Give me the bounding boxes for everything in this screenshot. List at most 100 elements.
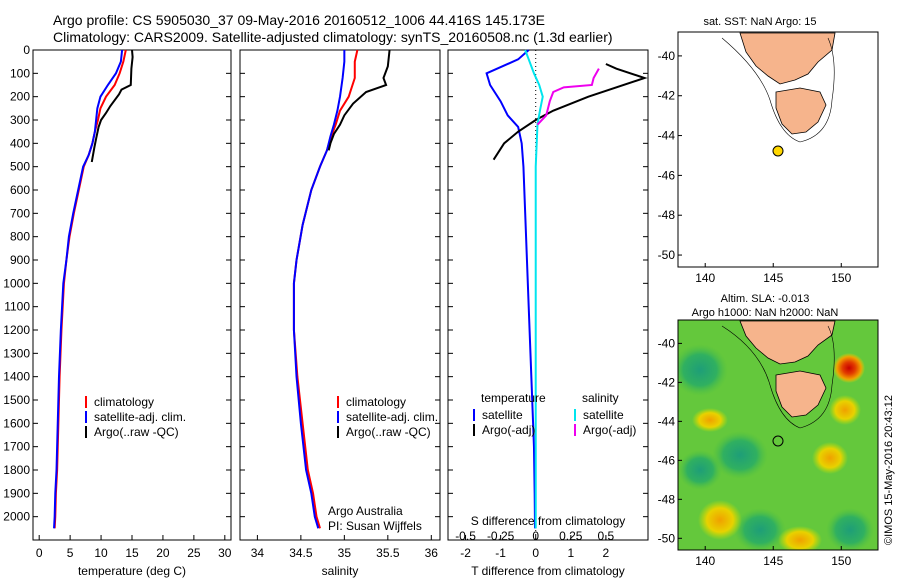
temp-ytick-label: 1400 [3, 370, 30, 384]
s-difference-title: S difference from climatology [471, 514, 626, 528]
temp-xtick-label: 15 [125, 546, 139, 560]
sal-series-climatology [292, 49, 359, 529]
temp-ytick-label: 900 [10, 253, 30, 267]
sal-series-satellite-adj-clim- [292, 50, 346, 529]
diff-xtick-label: 0 [532, 546, 539, 560]
temp-ytick-label: 1700 [3, 440, 30, 454]
sla-map: Altim. SLA: -0.013 Argo h1000: NaN h2000… [658, 293, 879, 568]
diff-legend-title-temperature: temperature [481, 391, 546, 405]
temp-ytick-label: 1200 [3, 323, 30, 337]
t-difference-xlabel: T difference from climatology [471, 564, 625, 578]
diff-series-salinity-satellite [524, 49, 544, 529]
diff-xtick-label: -2 [460, 546, 471, 560]
temp-ytick-label: 1000 [3, 276, 30, 290]
difference-frame [447, 49, 649, 541]
temp-xtick-label: 0 [36, 546, 43, 560]
diff-legend-label: satellite [482, 408, 523, 422]
temp-series-satellite-adj-clim- [53, 49, 124, 529]
temp-xtick-label: 10 [94, 546, 108, 560]
pi-label: PI: Susan Wijffels [328, 519, 422, 533]
diff-legend-title-salinity: salinity [582, 391, 619, 405]
diff-xtick-label: 2 [603, 546, 610, 560]
diff-series-temperature-argo-adj- [492, 63, 648, 161]
temp-ytick-label: 2000 [3, 510, 30, 524]
temp-ytick-label: 1600 [3, 416, 30, 430]
difference-panel: -2 -1 0 1 2 -0.5 -0.25 0 0.25 0.5 S difference fr… [447, 49, 649, 578]
diff-legend-label: satellite [583, 408, 624, 422]
map-xtick-label: 145 [763, 271, 783, 285]
sal-xtick-label: 35 [338, 546, 352, 560]
map-ytick-label: -48 [658, 492, 676, 506]
imos-credit: ©IMOS 15-May-2016 20:43:12 [883, 395, 895, 545]
diff-series-salinity-argo-adj- [536, 68, 600, 126]
temp-ytick-label: 0 [23, 43, 30, 57]
map-ytick-label: -46 [658, 168, 676, 182]
temp-ytick-label: 1900 [3, 486, 30, 500]
map-ytick-label: -46 [658, 453, 676, 467]
temp-ytick-label: 800 [10, 230, 30, 244]
temp-ytick-label: 1800 [3, 463, 30, 477]
diff-legend-label: Argo(-adj) [482, 423, 535, 437]
argo-australia-label: Argo Australia [328, 504, 403, 518]
diff-s-tick-label: -0.5 [455, 529, 476, 543]
sal-series-argo-raw-qc- [327, 49, 391, 151]
map-ytick-label: -44 [658, 414, 676, 428]
temp-xtick-label: 30 [218, 546, 232, 560]
temp-xtick-label: 20 [156, 546, 170, 560]
temp-series-argo-raw-qc- [90, 49, 134, 163]
sla-hotspot [833, 353, 865, 383]
map-xtick-label: 150 [831, 554, 851, 568]
map-xtick-label: 140 [695, 554, 715, 568]
sal-xtick-label: 34.5 [289, 546, 313, 560]
sal-xtick-label: 35.5 [376, 546, 400, 560]
temp-legend-label: Argo(..raw -QC) [94, 425, 179, 439]
sal-legend-label: Argo(..raw -QC) [346, 425, 431, 439]
temp-legend-label: satellite-adj. clim. [94, 410, 186, 424]
map-ytick-label: -40 [658, 336, 676, 350]
temp-ytick-label: 200 [10, 90, 30, 104]
header-line1: Argo profile: CS 5905030_37 09-May-2016 … [53, 12, 545, 28]
temp-legend-label: climatology [94, 395, 154, 409]
sal-legend-label: climatology [346, 395, 406, 409]
argo-float-marker [772, 145, 784, 157]
temp-ytick-label: 600 [10, 183, 30, 197]
temp-ytick-label: 400 [10, 136, 30, 150]
sst-map-title: sat. SST: NaN Argo: 15 [703, 16, 816, 28]
temp-series-climatology [53, 49, 127, 529]
sla-argo-float-marker [772, 435, 784, 447]
sla-map-title2: Argo h1000: NaN h2000: NaN [692, 307, 839, 319]
sal-xtick-label: 34 [251, 546, 265, 560]
sst-map: sat. SST: NaN Argo: 15 140 145 150 -40 -42 -4… [658, 16, 879, 285]
sal-xtick-label: 36 [425, 546, 439, 560]
map-ytick-label: -40 [658, 49, 676, 63]
map-ytick-label: -44 [658, 129, 676, 143]
temp-ytick-label: 100 [10, 66, 30, 80]
map-xtick-label: 140 [695, 271, 715, 285]
map-ytick-label: -50 [658, 531, 676, 545]
temp-xtick-label: 25 [187, 546, 201, 560]
temperature-panel: 0100200300400500600700800900100011001200… [3, 43, 232, 578]
temperature-xlabel: temperature (deg C) [78, 564, 186, 578]
sla-map-title1: Altim. SLA: -0.013 [721, 293, 810, 305]
salinity-panel: 34 34.5 35 35.5 36 salinity climatologysatel… [239, 49, 441, 578]
temp-ytick-label: 700 [10, 206, 30, 220]
diff-s-tick-label: 0.25 [559, 529, 583, 543]
temp-ytick-label: 1500 [3, 393, 30, 407]
temp-ytick-label: 1300 [3, 346, 30, 360]
sla-mainland-shape [739, 320, 836, 365]
temp-ytick-label: 500 [10, 160, 30, 174]
map-xtick-label: 145 [763, 554, 783, 568]
map-ytick-label: -42 [658, 375, 676, 389]
diff-s-tick-label: -0.25 [487, 529, 515, 543]
map-ytick-label: -48 [658, 208, 676, 222]
sla-tasmania-shape [775, 370, 827, 418]
diff-xtick-label: 1 [567, 546, 574, 560]
salinity-frame [239, 49, 441, 541]
sal-legend-label: satellite-adj. clim. [346, 410, 438, 424]
difference-legend: temperature salinitysatelliteArgo(-adj)sa… [473, 391, 636, 437]
temp-ytick-label: 1100 [4, 300, 30, 314]
salinity-xlabel: salinity [322, 564, 359, 578]
